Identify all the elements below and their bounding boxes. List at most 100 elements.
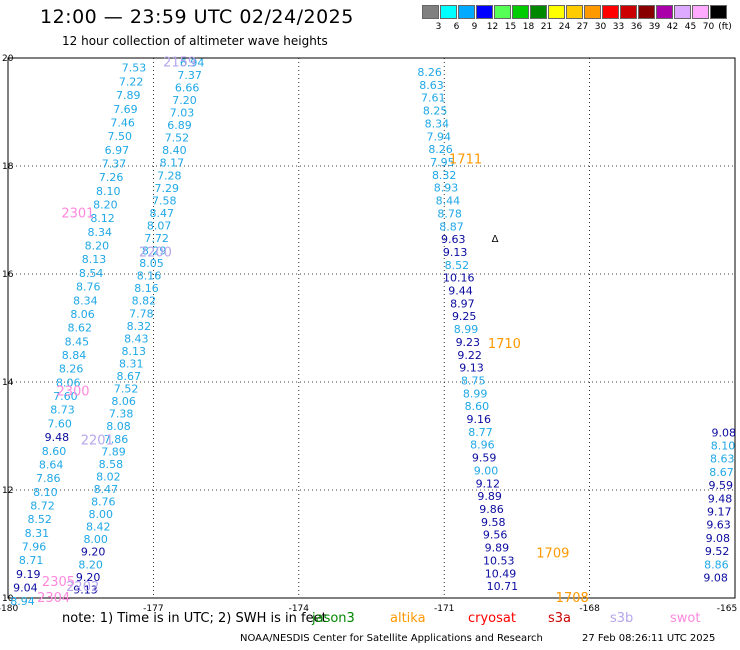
wave-height-value: 8.07 bbox=[147, 219, 172, 232]
wave-height-value: 9.20 bbox=[76, 571, 101, 584]
wave-height-value: 8.73 bbox=[50, 404, 75, 417]
wave-height-value: 7.60 bbox=[53, 390, 78, 403]
wave-height-value: 8.45 bbox=[65, 335, 90, 348]
colorbar-label: 6 bbox=[453, 22, 460, 32]
wave-height-value: 8.67 bbox=[709, 466, 734, 479]
wave-height-value: 9.04 bbox=[13, 582, 38, 595]
wave-height-value: 8.20 bbox=[85, 240, 110, 253]
wave-height-value: 7.89 bbox=[116, 89, 141, 102]
colorbar-label: 12 bbox=[486, 22, 499, 32]
wave-height-value: 8.10 bbox=[33, 486, 58, 499]
pass-time-label: 1710 bbox=[488, 337, 521, 352]
wave-height-value: 8.47 bbox=[94, 483, 119, 496]
wave-height-value: 8.34 bbox=[73, 294, 98, 307]
wave-height-value: 8.06 bbox=[56, 376, 81, 389]
satellite-altika: altika bbox=[390, 611, 426, 626]
x-tick-label: -177 bbox=[143, 604, 163, 614]
wave-height-value: 8.00 bbox=[83, 533, 108, 546]
wave-height-value: 7.78 bbox=[129, 307, 154, 320]
pass-time-label: 1711 bbox=[449, 153, 482, 168]
wave-height-value: 7.58 bbox=[152, 194, 177, 207]
colorbar-label: 42 bbox=[666, 22, 679, 32]
wave-height-value: 8.82 bbox=[132, 295, 157, 308]
colorbar-label: 27 bbox=[576, 22, 589, 32]
colorbar-label: 45 bbox=[684, 22, 697, 32]
wave-height-value: 7.89 bbox=[101, 445, 126, 458]
wave-height-value: 7.38 bbox=[109, 408, 134, 421]
wave-height-value: 8.20 bbox=[78, 558, 103, 571]
wave-height-value: 9.12 bbox=[476, 477, 501, 490]
wave-height-value: 8.42 bbox=[86, 521, 111, 534]
wave-height-value: 8.99 bbox=[454, 323, 479, 336]
colorbar-swatch bbox=[512, 5, 529, 19]
wave-height-value: 8.99 bbox=[463, 387, 488, 400]
wave-height-value: 7.95 bbox=[430, 156, 455, 169]
wave-height-value: 8.10 bbox=[711, 440, 736, 453]
x-tick-label: -180 bbox=[0, 604, 18, 614]
wave-height-value: 8.25 bbox=[423, 105, 448, 118]
wave-height-value: 8.00 bbox=[89, 508, 114, 521]
wave-height-value: 9.59 bbox=[709, 479, 734, 492]
wave-height-value: 8.93 bbox=[434, 182, 459, 195]
wave-height-value: 8.63 bbox=[419, 79, 444, 92]
y-tick-label: 16 bbox=[2, 270, 14, 280]
wave-height-value: 6.66 bbox=[175, 81, 200, 94]
wave-height-value: 9.63 bbox=[441, 233, 466, 246]
pass-time-label: 2202 bbox=[66, 580, 99, 595]
wave-height-value: 9.20 bbox=[81, 546, 106, 559]
colorbar-swatch bbox=[656, 5, 673, 19]
wave-height-value: 8.96 bbox=[470, 439, 495, 452]
colorbar-unit: (ft) bbox=[718, 22, 732, 32]
colorbar-label: 21 bbox=[540, 22, 553, 32]
wave-height-value: 8.08 bbox=[106, 420, 131, 433]
wave-height-value: 8.26 bbox=[428, 143, 453, 156]
wave-height-value: 7.37 bbox=[177, 69, 202, 82]
y-tick-label: 10 bbox=[2, 594, 14, 604]
colorbar-swatch bbox=[530, 5, 547, 19]
colorbar-label: 70 bbox=[702, 22, 715, 32]
wave-height-value: 8.78 bbox=[437, 207, 462, 220]
wave-height-value: 8.16 bbox=[137, 270, 162, 283]
pass-time-label: 2201 bbox=[81, 433, 114, 448]
wave-height-value: 7.46 bbox=[110, 116, 135, 129]
colorbar-swatch bbox=[422, 5, 439, 19]
wave-height-value: 7.50 bbox=[107, 130, 132, 143]
wave-height-value: 7.53 bbox=[122, 62, 147, 75]
wave-height-value: 8.34 bbox=[425, 117, 450, 130]
chart-title: 12:00 — 23:59 UTC 02/24/2025 bbox=[40, 6, 354, 28]
wave-height-value: 8.67 bbox=[116, 370, 141, 383]
wave-height-value: 9.08 bbox=[711, 426, 736, 439]
wave-height-value: 8.52 bbox=[27, 513, 52, 526]
colorbar-label: 33 bbox=[612, 22, 625, 32]
wave-height-value: 8.97 bbox=[450, 297, 475, 310]
wave-height-value: 9.56 bbox=[483, 529, 508, 542]
wave-height-value: 9.08 bbox=[706, 532, 731, 545]
wave-height-value: 9.44 bbox=[448, 285, 473, 298]
wave-height-value: 9.13 bbox=[443, 246, 468, 259]
wave-height-value: 7.69 bbox=[113, 103, 138, 116]
wave-height-value: 7.52 bbox=[165, 132, 190, 145]
colorbar-swatch bbox=[476, 5, 493, 19]
wave-height-value: 7.20 bbox=[172, 94, 197, 107]
wave-height-value: 7.52 bbox=[114, 383, 139, 396]
wave-height-value: 9.16 bbox=[466, 413, 491, 426]
wave-height-value: 8.76 bbox=[91, 496, 116, 509]
colorbar-label: 36 bbox=[630, 22, 643, 32]
wave-height-value: 8.60 bbox=[42, 445, 67, 458]
pass-time-label: 2304 bbox=[37, 591, 70, 606]
wave-height-value: 9.22 bbox=[457, 349, 482, 362]
wave-height-value: 8.84 bbox=[62, 349, 87, 362]
wave-height-value: 6.94 bbox=[180, 56, 205, 69]
wave-height-value: 8.02 bbox=[96, 470, 121, 483]
colorbar-swatch bbox=[440, 5, 457, 19]
wave-height-value: 9.23 bbox=[456, 336, 481, 349]
wave-height-value: 8.31 bbox=[25, 527, 50, 540]
wave-height-value: 8.54 bbox=[79, 267, 104, 280]
wave-height-value: 8.62 bbox=[67, 322, 92, 335]
wave-height-value: 7.61 bbox=[421, 92, 446, 105]
satellite-cryosat: cryosat bbox=[468, 611, 516, 626]
footer-note: note: 1) Time is in UTC; 2) SWH is in fe… bbox=[62, 611, 327, 626]
wave-height-value: 8.94 bbox=[10, 595, 35, 608]
colorbar-label: 18 bbox=[522, 22, 535, 32]
pass-time-label: 2301 bbox=[61, 207, 94, 222]
